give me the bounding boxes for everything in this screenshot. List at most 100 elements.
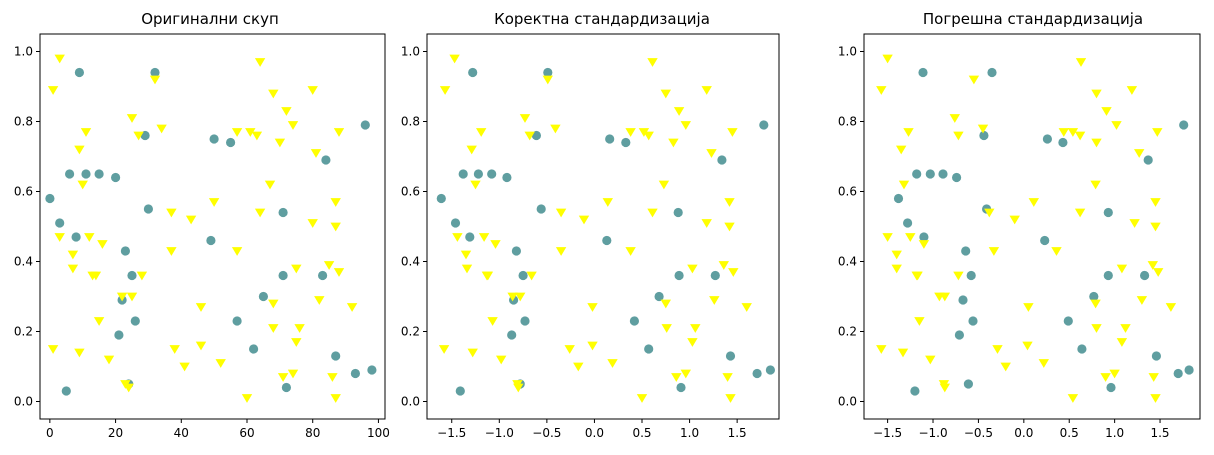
data-point-circle (249, 344, 259, 354)
y-tick-label: 0.2 (838, 325, 857, 339)
data-point-circle (979, 130, 989, 141)
data-point-circle (120, 246, 130, 256)
data-point-circle (1151, 351, 1161, 361)
data-point-triangle (215, 359, 226, 368)
data-point-circle (436, 193, 446, 204)
y-tick-label: 0.8 (838, 115, 857, 129)
data-point-triangle (1091, 89, 1102, 99)
data-point-triangle (1148, 373, 1159, 382)
data-point-triangle (724, 222, 735, 232)
data-point-triangle (439, 86, 451, 95)
data-point-triangle (169, 345, 180, 354)
data-point-triangle (245, 128, 256, 137)
data-point-triangle (74, 145, 85, 155)
y-tick-label: 0.2 (401, 325, 420, 339)
data-point-triangle (93, 317, 105, 326)
data-point-circle (455, 386, 465, 396)
data-point-triangle (660, 89, 671, 99)
data-point-triangle (136, 271, 148, 281)
data-point-circle (966, 270, 976, 281)
data-point-triangle (452, 233, 463, 242)
data-point-triangle (1067, 128, 1079, 137)
data-point-triangle (1067, 394, 1079, 403)
data-point-circle (350, 368, 360, 379)
data-point-triangle (891, 250, 902, 260)
x-tick-label: 0.5 (1060, 426, 1079, 440)
data-point-circle (258, 291, 268, 302)
data-point-triangle (882, 54, 893, 64)
data-point-triangle (241, 394, 253, 403)
data-point-triangle (460, 250, 472, 260)
x-tick-label: 1.5 (1150, 426, 1169, 440)
data-point-triangle (103, 355, 115, 365)
data-point-triangle (291, 338, 302, 347)
data-point-circle (602, 235, 612, 246)
data-point-triangle (519, 114, 531, 123)
plot-frame (426, 33, 780, 420)
data-point-triangle (1009, 215, 1020, 225)
data-point-triangle (727, 128, 738, 137)
data-point-triangle (466, 145, 477, 155)
data-point-circle (1040, 235, 1050, 246)
data-point-triangle (1051, 247, 1062, 256)
data-point-triangle (126, 292, 138, 302)
data-point-triangle (968, 75, 980, 85)
data-point-triangle (268, 324, 279, 333)
y-tick-label: 0.2 (14, 325, 33, 339)
data-point-circle (987, 67, 997, 78)
data-point-triangle (953, 131, 964, 141)
y-tick-label: 0.6 (401, 185, 420, 199)
data-point-circle (621, 137, 631, 148)
y-tick-label: 1.0 (14, 45, 33, 59)
data-point-triangle (876, 345, 887, 354)
data-point-triangle (891, 264, 902, 274)
data-point-triangle (330, 394, 341, 403)
y-tick-label: 0.8 (14, 115, 33, 129)
data-point-triangle (896, 145, 907, 155)
data-point-circle (206, 235, 216, 246)
data-point-circle (954, 330, 965, 340)
data-point-triangle (706, 149, 717, 158)
x-tick-label: 60 (239, 426, 254, 440)
data-point-triangle (195, 303, 207, 312)
data-point-triangle (638, 128, 650, 137)
x-tick-label: 0 (46, 426, 54, 440)
data-point-circle (331, 351, 341, 361)
data-point-triangle (988, 247, 1000, 256)
data-point-circle (893, 193, 904, 204)
data-point-triangle (274, 138, 286, 148)
data-point-circle (1077, 344, 1087, 354)
data-point-triangle (718, 261, 729, 270)
data-point-triangle (166, 247, 177, 256)
data-point-circle (367, 365, 377, 375)
data-point-triangle (281, 107, 292, 116)
data-point-triangle (476, 128, 487, 137)
data-point-triangle (487, 317, 498, 326)
y-tick-label: 0.6 (838, 185, 857, 199)
data-point-triangle (294, 324, 305, 333)
data-point-triangle (912, 271, 923, 281)
data-point-circle (209, 134, 219, 144)
data-point-circle (71, 232, 81, 242)
data-point-triangle (208, 198, 220, 207)
data-point-circle (961, 246, 971, 256)
data-point-triangle (133, 131, 144, 141)
data-point-circle (360, 120, 370, 130)
data-point-triangle (1134, 149, 1145, 158)
data-point-circle (910, 386, 920, 396)
data-point-circle (963, 379, 974, 389)
data-point-circle (278, 207, 288, 218)
data-point-triangle (542, 75, 553, 85)
data-point-circle (127, 270, 137, 281)
y-tick-label: 0.4 (838, 255, 857, 269)
data-point-triangle (1116, 264, 1128, 274)
data-point-triangle (647, 208, 658, 218)
x-tick-label: 20 (108, 426, 123, 440)
data-point-circle (1063, 316, 1073, 326)
data-point-circle (473, 169, 483, 179)
y-tick-label: 0.4 (401, 255, 420, 269)
data-point-triangle (701, 219, 712, 228)
data-point-triangle (333, 268, 345, 277)
